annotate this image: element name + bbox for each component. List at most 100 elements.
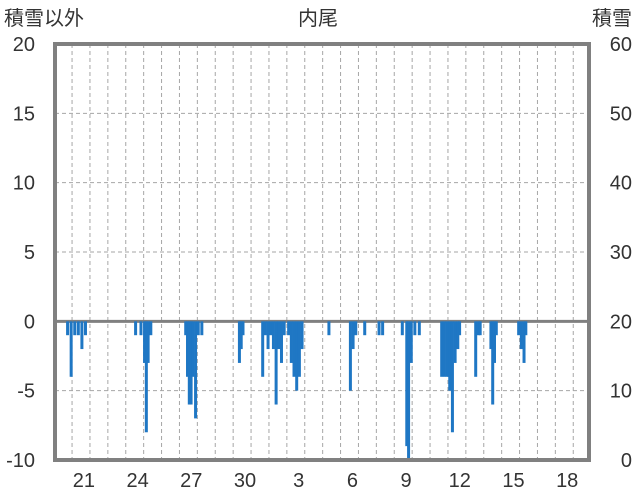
bar — [300, 321, 304, 350]
bar — [405, 321, 409, 447]
bar — [271, 321, 275, 350]
bar — [377, 321, 381, 336]
bar — [80, 321, 84, 350]
bar — [184, 321, 188, 336]
x-tick-label: 27 — [180, 470, 202, 492]
bar — [363, 321, 367, 336]
bar — [476, 321, 480, 336]
bar — [522, 321, 526, 363]
y-left-tick-label: -10 — [6, 450, 35, 472]
bar — [478, 321, 482, 336]
bar — [400, 321, 404, 336]
y-right-tick-label: 20 — [610, 311, 632, 333]
y-right-tick-label: 30 — [610, 242, 632, 264]
y-right-tick-label: 10 — [610, 381, 632, 403]
y-right-tick-label: 60 — [610, 34, 632, 56]
bar — [474, 321, 478, 377]
bar — [269, 321, 273, 336]
y-left-tick-label: 15 — [13, 103, 35, 125]
bar — [241, 321, 245, 336]
x-tick-label: 24 — [126, 470, 148, 492]
bar — [491, 321, 495, 405]
bar — [448, 321, 452, 391]
bar — [292, 321, 296, 377]
bar — [237, 321, 241, 363]
bar — [261, 321, 265, 377]
y-right-tick-label: 40 — [610, 173, 632, 195]
bar — [327, 321, 331, 336]
bar — [149, 321, 153, 336]
bar — [66, 321, 70, 336]
bar — [407, 321, 411, 460]
y-left-tick-label: 5 — [24, 242, 35, 264]
bar — [519, 321, 523, 350]
bar — [524, 321, 528, 336]
bar — [417, 321, 421, 336]
bar — [134, 321, 138, 336]
bar — [187, 321, 191, 405]
x-tick-label: 15 — [502, 470, 524, 492]
bar — [489, 321, 493, 350]
bar — [282, 321, 286, 336]
bar — [143, 321, 147, 363]
bar — [494, 321, 498, 336]
x-tick-label: 30 — [234, 470, 256, 492]
bar — [274, 321, 278, 405]
x-tick-label: 6 — [347, 470, 358, 492]
chart-title: 内尾 — [298, 6, 338, 30]
bar — [351, 321, 355, 350]
bar — [194, 321, 198, 419]
bar — [191, 321, 195, 377]
bar — [354, 321, 358, 336]
bar — [453, 321, 457, 363]
bar — [445, 321, 449, 377]
bar — [239, 321, 243, 350]
bar — [189, 321, 193, 405]
x-tick-label: 3 — [293, 470, 304, 492]
bar — [139, 321, 143, 336]
bar — [279, 321, 283, 363]
bar — [196, 321, 200, 336]
bar — [200, 321, 204, 336]
bar — [517, 321, 521, 336]
plot-frame — [53, 42, 591, 462]
bar — [456, 321, 460, 350]
bar — [287, 321, 291, 336]
bar — [348, 321, 352, 391]
x-tick-label: 21 — [73, 470, 95, 492]
bar — [458, 321, 462, 336]
y-left-tick-label: 0 — [24, 311, 35, 333]
right-axis-title: 積雪 — [592, 6, 632, 30]
y-left-tick-label: 10 — [13, 173, 35, 195]
bar — [277, 321, 281, 350]
x-tick-label: 18 — [556, 470, 578, 492]
x-tick-label: 9 — [401, 470, 412, 492]
bar — [289, 321, 293, 363]
bar — [492, 321, 496, 363]
bar — [73, 321, 77, 336]
bar-series — [66, 321, 528, 460]
y-right-tick-label: 50 — [610, 103, 632, 125]
left-axis-title: 積雪以外 — [4, 6, 84, 30]
bar — [144, 321, 148, 433]
bar — [297, 321, 301, 377]
bar — [295, 321, 299, 391]
bar — [413, 321, 417, 336]
bar — [381, 321, 385, 336]
y-left-tick-label: 20 — [13, 34, 35, 56]
x-tick-label: 12 — [449, 470, 471, 492]
bar — [442, 321, 446, 377]
bar — [263, 321, 267, 336]
bar — [440, 321, 444, 377]
bar — [69, 321, 73, 377]
bar — [76, 321, 80, 336]
y-right-tick-label: 0 — [621, 450, 632, 472]
y-left-tick-label: -5 — [17, 381, 35, 403]
bar — [83, 321, 87, 336]
bar — [409, 321, 413, 363]
bar — [186, 321, 190, 377]
bar — [266, 321, 270, 350]
grid — [55, 44, 589, 460]
